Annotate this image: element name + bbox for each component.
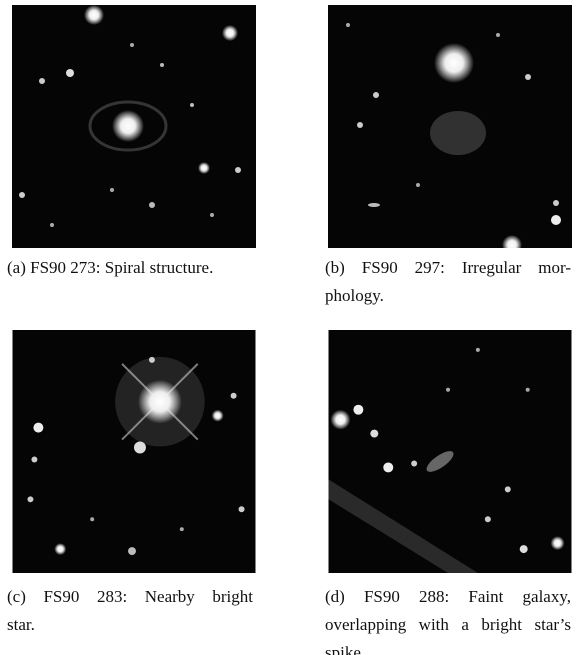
- caption-d: (d) FS90 288: Faint galaxy, overlapping w…: [325, 583, 571, 655]
- caption-line: phology.: [325, 286, 384, 305]
- caption-line: spike.: [325, 643, 366, 655]
- caption-line: overlapping with a bright star’s: [325, 615, 571, 634]
- caption-line: (a) FS90 273: Spiral structure.: [7, 258, 214, 277]
- caption-line: (c) FS90 283: Nearby bright: [7, 587, 253, 606]
- caption-line: (d) FS90 288: Faint galaxy,: [325, 587, 571, 606]
- caption-line: star.: [7, 615, 35, 634]
- galaxy-image-b: [328, 5, 572, 248]
- caption-c: (c) FS90 283: Nearby bright star.: [7, 583, 253, 639]
- galaxy-image-c: [12, 330, 256, 573]
- galaxy-image-d: [328, 330, 572, 573]
- caption-b: (b) FS90 297: Irregular mor-phology.: [325, 254, 571, 310]
- galaxy-image-a: [12, 5, 256, 248]
- caption-line: (b) FS90 297: Irregular mor-: [325, 258, 571, 277]
- caption-a: (a) FS90 273: Spiral structure.: [7, 254, 253, 282]
